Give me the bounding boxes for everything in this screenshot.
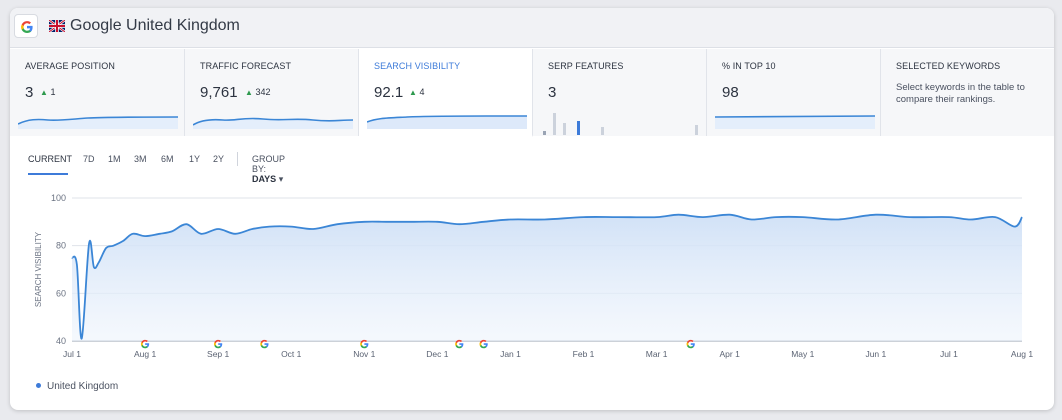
search-engine-title: Google United Kingdom (70, 17, 240, 34)
x-tick-label: May 1 (791, 349, 814, 359)
x-tick-label: Aug 1 (1011, 349, 1033, 359)
metric-label: SERP FEATURES (548, 61, 624, 71)
y-tick-label: 40 (56, 336, 66, 346)
rank-tracker-panel: Google United Kingdom AVERAGE POSITION 3… (10, 8, 1054, 410)
google-update-marker-icon[interactable] (213, 339, 223, 349)
metric-label: AVERAGE POSITION (25, 61, 115, 71)
panel-header: Google United Kingdom (10, 8, 1054, 48)
serp-features-bars (543, 113, 698, 135)
metric-serp-features[interactable]: SERP FEATURES 3 (533, 49, 707, 136)
arrow-up-icon: ▲ (40, 88, 48, 97)
sparkline (715, 115, 875, 129)
metric-delta: ▲ 4 (409, 87, 425, 97)
group-by-dropdown[interactable]: GROUP BY: DAYS ▾ (252, 154, 285, 185)
x-tick-label: Sep 1 (207, 349, 229, 359)
sparkline (193, 117, 353, 129)
metrics-row: AVERAGE POSITION 3 ▲ 1 TRAFFIC FORECAST … (10, 49, 1054, 137)
metric-delta: ▲ 342 (245, 87, 271, 97)
series-line (71, 213, 1023, 340)
metric-label: % IN TOP 10 (722, 61, 776, 71)
google-update-marker-icon[interactable] (455, 339, 464, 349)
metric-selected-keywords: SELECTED KEYWORDS Select keywords in the… (881, 49, 1054, 136)
legend-label: United Kingdom (47, 381, 119, 392)
metric-description: Select keywords in the table to compare … (896, 82, 1025, 105)
tab-3m[interactable]: 3M (134, 154, 147, 164)
google-update-marker-icon[interactable] (479, 339, 488, 349)
divider (237, 152, 238, 166)
x-tick-label: Oct 1 (281, 349, 302, 359)
metric-delta: ▲ 1 (40, 87, 56, 97)
google-update-marker-icon[interactable] (686, 339, 695, 349)
google-update-marker-icon[interactable] (140, 339, 150, 349)
legend-dot (36, 382, 41, 388)
metric-value: 3 (25, 84, 34, 101)
metric-value: 9,761 (200, 84, 238, 101)
metric-average-position[interactable]: AVERAGE POSITION 3 ▲ 1 (10, 49, 185, 136)
metric-value: 92.1 (374, 84, 404, 101)
google-update-marker-icon[interactable] (260, 339, 269, 349)
chevron-down-icon: ▾ (278, 174, 284, 184)
metric-label: SELECTED KEYWORDS (896, 61, 1001, 71)
x-tick-label: Jul 1 (63, 349, 81, 359)
tab-2y[interactable]: 2Y (213, 154, 225, 164)
metric-search-visibility[interactable]: SEARCH VISIBILITY 92.1 ▲ 4 (359, 49, 533, 137)
arrow-up-icon: ▲ (409, 88, 417, 97)
x-tick-label: Jan 1 (500, 349, 521, 359)
y-tick-label: 60 (56, 288, 66, 298)
sparkline (18, 116, 178, 129)
search-visibility-chart: 40 60 80 100 SEARCH VISIBILITY Jul 1 Aug 1 Sep … (34, 193, 1033, 359)
x-tick-label: Mar 1 (646, 349, 668, 359)
x-tick-label: Nov 1 (353, 349, 375, 359)
chart-legend[interactable]: United Kingdom (36, 381, 118, 392)
tab-6m[interactable]: 6M (161, 154, 174, 164)
x-tick-label: Aug 1 (134, 349, 156, 359)
x-tick-label: Feb 1 (573, 349, 595, 359)
google-update-marker-icon[interactable] (360, 339, 369, 349)
x-tick-label: Dec 1 (426, 349, 448, 359)
sparkline (367, 115, 527, 129)
y-axis-label: SEARCH VISIBILITY (34, 231, 43, 307)
x-tick-label: Apr 1 (720, 349, 741, 359)
tab-1y[interactable]: 1Y (189, 154, 201, 164)
metric-value: 3 (548, 84, 557, 101)
tab-7d[interactable]: 7D (83, 154, 95, 164)
uk-flag-icon (48, 19, 66, 33)
group-by-value: DAYS (252, 174, 277, 184)
tab-1m[interactable]: 1M (108, 154, 121, 164)
tab-current[interactable]: CURRENT (28, 154, 72, 164)
x-tick-label: Jul 1 (940, 349, 958, 359)
y-tick-label: 100 (51, 193, 66, 203)
metric-traffic-forecast[interactable]: TRAFFIC FORECAST 9,761 ▲ 342 (185, 49, 359, 136)
group-by-label: GROUP BY: (252, 154, 285, 174)
metric-label: TRAFFIC FORECAST (200, 61, 292, 71)
google-g-icon[interactable] (14, 14, 38, 38)
active-tab-indicator (28, 173, 68, 175)
metric-in-top-10[interactable]: % IN TOP 10 98 (707, 49, 881, 136)
x-tick-label: Jun 1 (865, 349, 886, 359)
arrow-up-icon: ▲ (245, 88, 253, 97)
series-area (72, 214, 1022, 341)
metric-label: SEARCH VISIBILITY (374, 61, 461, 71)
metric-value: 98 (722, 84, 739, 101)
y-tick-label: 80 (56, 241, 66, 251)
